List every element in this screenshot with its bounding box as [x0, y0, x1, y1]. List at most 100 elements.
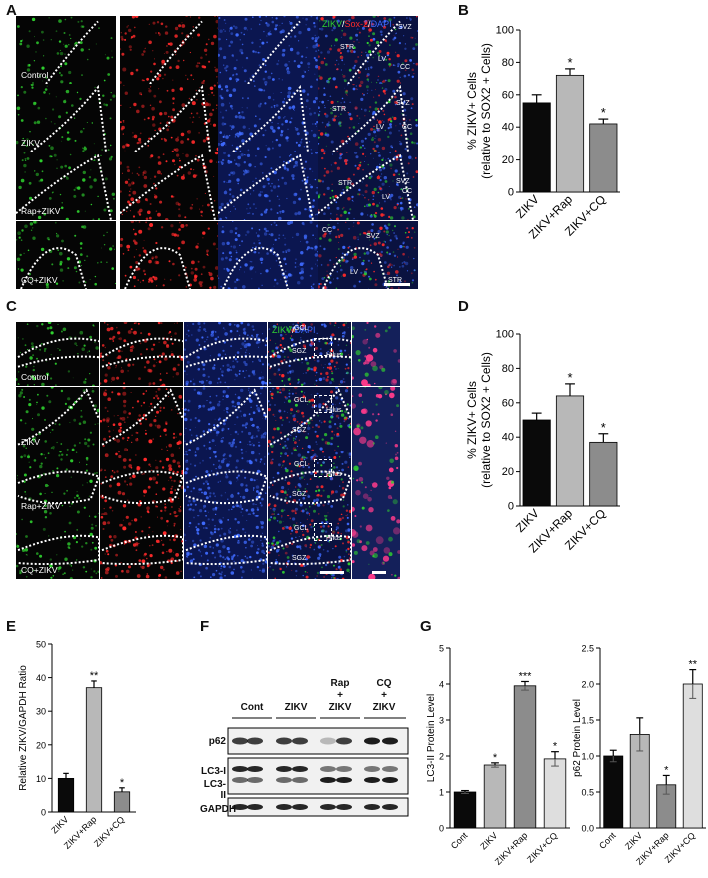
panel-a-sox2-image-row-4: [120, 221, 220, 289]
bar: [555, 395, 585, 507]
y-tick-label: 5: [439, 644, 444, 654]
panel-a-merge-image-row-3: SVZ STR LV CC: [318, 152, 418, 220]
y-tick-label: 1.0: [581, 752, 594, 762]
blot-band: [320, 804, 336, 810]
y-axis-label: (relative to SOX2 + Cells): [479, 352, 493, 488]
western-blot-panel: Cont ZIKV Rap + ZIKV CQ + ZIKV p62 LC3-I…: [200, 632, 416, 818]
blot-label-lc3-i: LC3-I: [201, 766, 226, 777]
y-tick-label: 2.0: [581, 680, 594, 690]
merge-label-part: Sox-2: [344, 19, 369, 29]
blot-band: [247, 777, 263, 783]
y-tick-label: 0.5: [581, 788, 594, 798]
y-axis-label: LC3-II Protein Level: [426, 694, 437, 782]
panel-a-dapi-image-row-2: [218, 84, 318, 152]
panel-c-condition-label-3: Rap+ZIKV: [21, 501, 61, 511]
significance-marker: *: [601, 420, 606, 435]
y-axis-label: % ZIKV+ Cells: [465, 72, 479, 150]
bar: [483, 764, 507, 829]
y-tick-label: 0: [41, 808, 46, 818]
panel-c-merge-channel-label: ZIKV/DAPI: [272, 325, 316, 335]
y-tick-label: 3: [439, 716, 444, 726]
panel-c-merge-image-row-4: GCL SGZ Hilus: [268, 515, 351, 579]
panel-a-scale-bar: [384, 283, 410, 286]
panel-c-merge-image-row-1: ZIKV/DAPI GCL SGZ Hilus: [268, 322, 351, 386]
y-tick-label: 100: [496, 329, 514, 341]
blot-band: [320, 737, 336, 745]
panel-c-sox2-image-row-1: [100, 322, 183, 386]
panel-letter-e: E: [6, 618, 17, 635]
bar: [603, 755, 624, 829]
y-axis-label: Relative ZIKV/GAPDH Ratio: [18, 665, 29, 791]
blot-band: [382, 766, 398, 772]
significance-marker: ***: [519, 670, 533, 682]
panel-c-condition-label-4: CQ+ZIKV: [21, 565, 58, 575]
blot-band: [336, 766, 352, 772]
blot-band: [320, 766, 336, 772]
panel-a-region-str-row-2: STR: [332, 106, 346, 113]
panel-a-merge-image-row-2: SVZ STR LV CC: [318, 84, 418, 152]
lane-label-cont: Cont: [240, 702, 264, 713]
blot-band: [232, 804, 248, 810]
blot-label-gapdh: GAPDH: [200, 804, 237, 815]
x-tick-label: ZIKV+CQ: [92, 814, 126, 848]
lane-label-rap-zikv: Rap + ZIKV: [328, 678, 352, 713]
y-tick-label: 40: [502, 122, 514, 134]
panel-c-zikv-image-row-1: Control: [16, 322, 99, 386]
panel-a-sox2-image-row-2: [120, 84, 220, 152]
blot-band: [364, 804, 380, 810]
y-tick-label: 20: [502, 466, 514, 478]
panel-c-region-hilus-row-2: Hilus: [326, 407, 342, 414]
blot-strip-gapdh: [227, 797, 409, 817]
bar: [453, 791, 477, 829]
panel-a-condition-label-4: CQ+ZIKV: [21, 275, 58, 285]
blot-band: [232, 737, 248, 745]
y-tick-label: 1.5: [581, 716, 594, 726]
panel-c-dapi-image-row-2: [184, 387, 267, 451]
y-tick-label: 30: [36, 707, 46, 717]
bar: [522, 419, 551, 507]
panel-c-zoom-scale-bar: [372, 571, 386, 574]
panel-letter-f: F: [200, 618, 210, 635]
panel-a-region-str-row-4: STR: [388, 277, 402, 284]
panel-c-sox2-image-row-3: [100, 451, 183, 515]
panel-c-scale-bar: [320, 571, 344, 574]
panel-letter-a: A: [6, 2, 17, 19]
blot-band: [276, 804, 292, 810]
panel-c-region-gcl-row-1: GCL: [294, 325, 309, 332]
panel-a-dapi-image-row-4: [218, 221, 318, 289]
panel-a-region-cc-row-4: CC: [322, 227, 333, 234]
y-tick-label: 10: [36, 774, 46, 784]
panel-a-region-lv-row-1: LV: [378, 56, 387, 63]
panel-c-sox2-image-row-2: [100, 387, 183, 451]
panel-c-region-hilus-row-1: Hilus: [326, 352, 342, 359]
y-tick-label: 40: [36, 673, 46, 683]
x-tick-label: ZIKV+Rap: [493, 830, 530, 867]
panel-letter-c: C: [6, 298, 17, 315]
panel-c-zikv-image-row-4: CQ+ZIKV: [16, 515, 99, 579]
panel-c-zoom-region-box-row-2: [314, 395, 332, 413]
panel-c-region-sgz-row-1: SGZ: [292, 348, 307, 355]
panel-a-region-svz-row-2: SVZ: [396, 100, 410, 107]
x-tick-label: Cont: [597, 830, 618, 851]
blot-band: [232, 766, 248, 772]
blot-band: [247, 737, 263, 745]
bar: [682, 683, 703, 829]
panel-a-region-lv-row-2: LV: [376, 124, 385, 131]
significance-marker: *: [120, 777, 125, 789]
panel-c-zoom-region-box-row-3: [314, 459, 332, 477]
merge-label-part: /: [292, 325, 295, 335]
blot-band: [276, 737, 292, 745]
chart-b-zikv-sox2-svz: 0 20 40 60 80 100 % ZIKV+ Cells (relative to SO…: [465, 25, 620, 242]
panel-a-merge-image-row-1: ZIKV/Sox-2/DAPI SVZ STR LV CC: [318, 16, 418, 84]
panel-c-zoom-region-box-row-1: [314, 338, 332, 356]
bar: [522, 102, 551, 193]
panel-c-condition-label-2: ZIKV: [21, 437, 40, 447]
panel-c-region-gcl-row-4: GCL: [294, 525, 309, 532]
blot-band: [336, 777, 352, 783]
y-tick-label: 80: [502, 363, 514, 375]
bar: [555, 74, 585, 193]
panel-letter-b: B: [458, 2, 469, 19]
bar: [589, 441, 618, 507]
blot-band: [292, 766, 308, 772]
panel-a-region-lv-row-3: LV: [382, 194, 391, 201]
